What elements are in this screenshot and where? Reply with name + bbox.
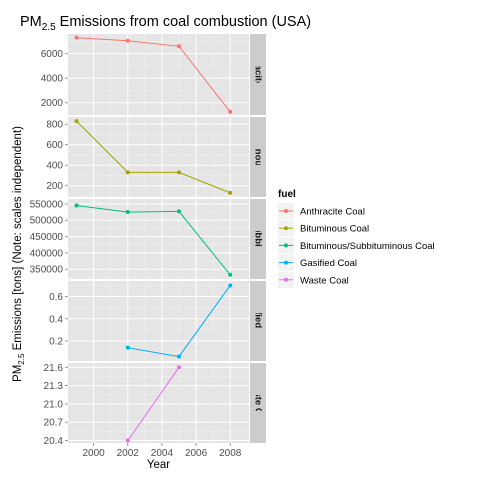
y-tick-label: 400000 xyxy=(30,248,64,259)
legend-title: fuel xyxy=(278,189,296,200)
y-tick-label: 0.4 xyxy=(49,314,63,325)
legend-item: Bituminous Coal xyxy=(278,220,369,237)
y-tick-label: 21.3 xyxy=(44,381,64,392)
y-tick-label: 2000 xyxy=(41,98,64,109)
facet-strip-label: Bituminous Coal xyxy=(253,119,264,194)
x-tick-label: 2004 xyxy=(151,448,174,459)
data-point xyxy=(125,438,130,443)
x-axis: 2000 2002 2004 2006 2008 xyxy=(82,443,242,459)
legend-item: Anthracite Coal xyxy=(278,203,365,219)
legend-key-point xyxy=(284,260,288,265)
y-tick-label: 550000 xyxy=(30,199,64,210)
x-tick-label: 2000 xyxy=(82,448,105,459)
panel-background xyxy=(68,34,249,115)
facet-strip xyxy=(250,117,266,197)
y-tick-label: 20.4 xyxy=(44,436,64,447)
data-point xyxy=(176,354,181,359)
data-point xyxy=(74,35,79,40)
series-line xyxy=(76,37,231,113)
facet-strip xyxy=(250,199,266,279)
chart-title: PM2.5 Emissions from coal combustion (US… xyxy=(20,14,311,33)
legend-label: Waste Coal xyxy=(300,275,349,286)
facet-strip xyxy=(250,281,266,361)
legend-item: Waste Coal xyxy=(278,271,349,288)
x-tick-label: 2002 xyxy=(117,448,140,459)
y-tick-label: 800 xyxy=(46,120,63,131)
data-point xyxy=(176,170,181,175)
y-tick-label: 20.7 xyxy=(44,418,64,429)
facet-panel: 200 400 600 800 Bituminous Coal xyxy=(46,117,266,197)
data-point xyxy=(125,38,130,43)
x-axis-title: Year xyxy=(147,459,170,471)
data-point xyxy=(125,210,130,215)
facet-panel: 0.2 0.4 0.6 Gasified Coal xyxy=(49,281,266,361)
data-point xyxy=(228,109,233,114)
facet-strip xyxy=(250,34,266,115)
legend-label: Bituminous Coal xyxy=(300,224,369,235)
panel-background xyxy=(68,199,249,279)
legend-item: Bituminous/Subbituminous Coal xyxy=(278,237,435,254)
series-line xyxy=(76,205,231,276)
y-tick-label: 450000 xyxy=(30,232,64,243)
facet-strip-label: Anthracite Coal xyxy=(253,39,264,109)
y-tick-label: 400 xyxy=(46,161,63,172)
legend-label: Gasified Coal xyxy=(300,258,357,269)
data-point xyxy=(228,190,233,195)
legend-label: Anthracite Coal xyxy=(300,207,365,218)
y-tick-label: 350000 xyxy=(30,265,64,276)
panel-background xyxy=(68,281,249,361)
x-tick-label: 2008 xyxy=(219,448,242,459)
facet-strip-label: Waste Coal xyxy=(253,378,264,429)
y-tick-label: 500000 xyxy=(30,216,64,227)
data-point xyxy=(176,209,181,214)
legend-label: Bituminous/Subbituminous Coal xyxy=(300,241,435,252)
y-axis-title: PM2.5 Emissions [tons] (Note: scales ind… xyxy=(12,126,26,382)
data-point xyxy=(176,365,181,370)
data-point xyxy=(74,119,79,124)
data-point xyxy=(74,203,79,208)
y-tick-label: 0.6 xyxy=(49,292,63,303)
data-point xyxy=(228,283,233,288)
legend-key-point xyxy=(284,277,288,282)
legend: fuel Anthracite Coal Bituminous Coal Bitum… xyxy=(278,189,435,288)
data-point xyxy=(228,272,233,277)
data-point xyxy=(176,44,181,49)
y-tick-label: 4000 xyxy=(41,74,64,85)
legend-key-point xyxy=(284,243,288,248)
panel-background xyxy=(68,363,249,443)
facet-panel: 20.4 20.7 21.0 21.3 21.6 Waste Coal xyxy=(44,363,266,447)
y-tick-label: 200 xyxy=(46,181,63,192)
data-point xyxy=(125,170,130,175)
y-tick-label: 6000 xyxy=(41,49,64,60)
facet-panel: 2000 4000 6000 Anthracite Coal xyxy=(41,34,266,116)
y-tick-label: 21.6 xyxy=(44,363,64,374)
x-tick-label: 2006 xyxy=(185,448,208,459)
panel-background xyxy=(68,117,249,197)
legend-key-point xyxy=(284,209,288,213)
series-line xyxy=(127,367,180,441)
legend-item: Gasified Coal xyxy=(278,254,357,271)
facet-panel: 350000 400000 450000 500000 550000 Bituminous… xyxy=(30,165,266,312)
facet-panels: 2000 4000 6000 Anthracite Coal 200 400 600 800 B… xyxy=(30,34,266,447)
data-point xyxy=(125,345,130,350)
legend-key-point xyxy=(284,226,288,231)
series-line xyxy=(76,120,231,194)
facet-strip-label: Gasified Coal xyxy=(253,291,264,352)
facet-strip-label: Bituminous/Subbituminous Coal xyxy=(253,165,264,312)
y-tick-label: 0.2 xyxy=(49,337,63,348)
y-tick-label: 21.0 xyxy=(44,399,64,410)
facet-strip xyxy=(250,363,266,443)
y-tick-label: 600 xyxy=(46,140,63,151)
